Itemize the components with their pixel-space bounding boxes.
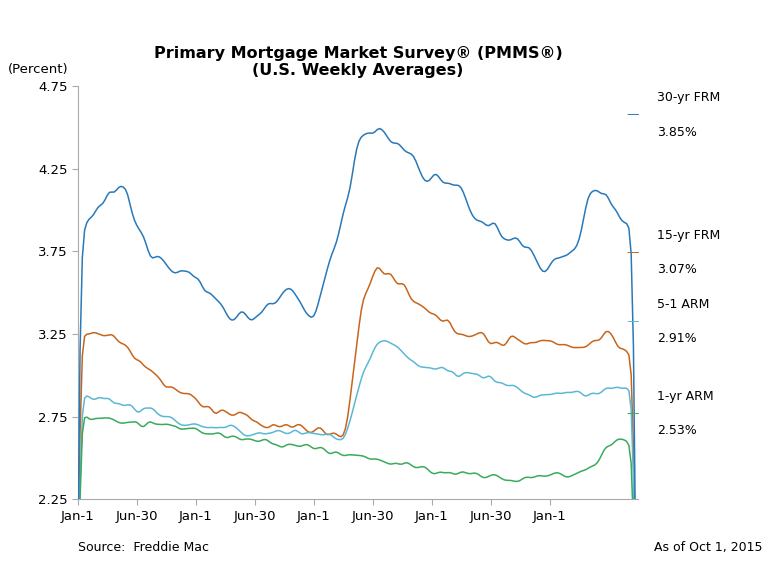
Text: As of Oct 1, 2015: As of Oct 1, 2015 — [654, 541, 762, 554]
Text: —: — — [626, 108, 639, 121]
Text: 1-yr ARM: 1-yr ARM — [657, 390, 714, 402]
Text: 2.53%: 2.53% — [657, 424, 697, 437]
Text: —: — — [626, 407, 639, 420]
Text: 2.91%: 2.91% — [657, 332, 697, 345]
Text: 15-yr FRM: 15-yr FRM — [657, 229, 720, 242]
Text: 3.07%: 3.07% — [657, 263, 697, 276]
Title: Primary Mortgage Market Survey® (PMMS®)
(U.S. Weekly Averages): Primary Mortgage Market Survey® (PMMS®) … — [153, 45, 562, 78]
Text: 30-yr FRM: 30-yr FRM — [657, 91, 720, 104]
Text: (Percent): (Percent) — [8, 63, 68, 76]
Text: Source:  Freddie Mac: Source: Freddie Mac — [78, 541, 209, 554]
Text: —: — — [626, 246, 639, 259]
Text: 5-1 ARM: 5-1 ARM — [657, 298, 710, 311]
Text: 3.85%: 3.85% — [657, 126, 697, 138]
Text: —: — — [626, 315, 639, 328]
